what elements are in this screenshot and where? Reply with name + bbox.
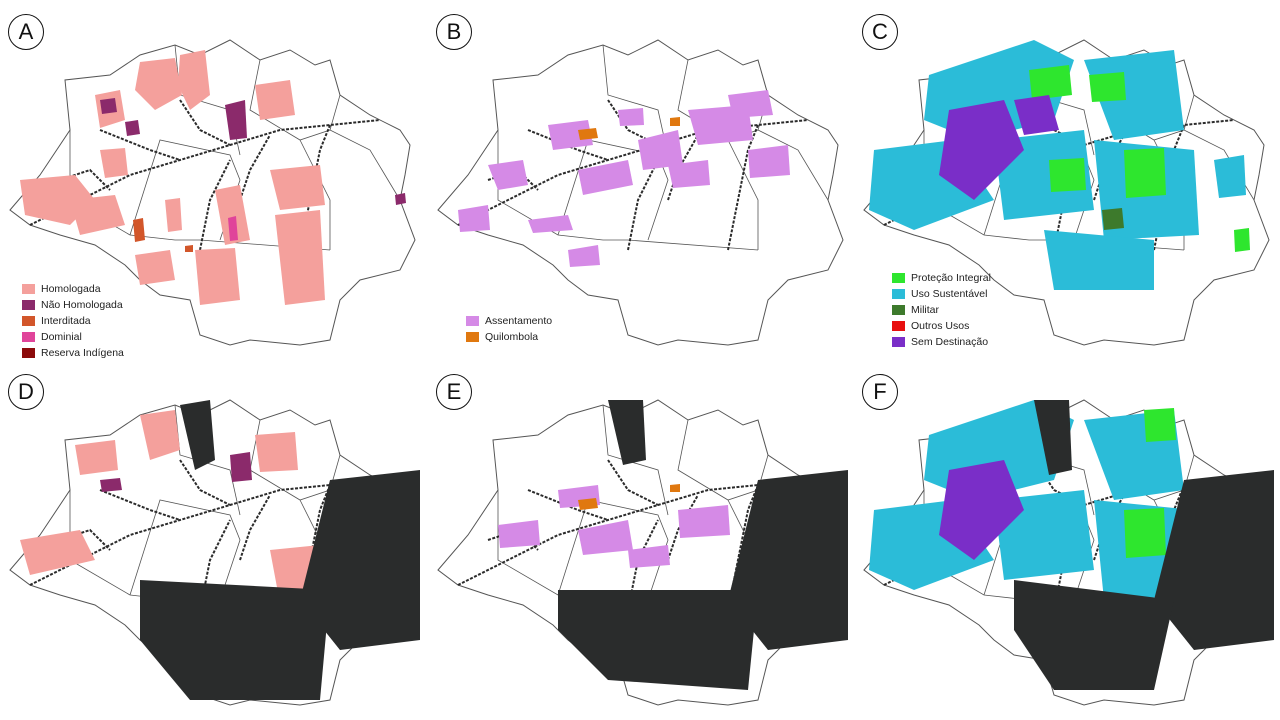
legend-label: Não Homologada — [41, 299, 123, 311]
legend-label: Quilombola — [485, 331, 539, 343]
legend-item: Assentamento — [466, 313, 552, 329]
legend-label: Militar — [911, 304, 939, 316]
legend-swatch — [892, 305, 905, 315]
panel-f-conservation-units-deforestation: F — [854, 360, 1280, 720]
legend-item: Reserva Indígena — [22, 345, 124, 361]
river — [607, 459, 659, 506]
river — [239, 134, 271, 201]
state-border — [299, 139, 331, 250]
panel-letter-c: C — [862, 14, 898, 50]
state-border — [727, 139, 759, 250]
river — [527, 489, 609, 521]
legend-item: Interditada — [22, 313, 124, 329]
legend-item: Uso Sustentável — [892, 286, 991, 302]
legend-label: Dominial — [41, 331, 82, 343]
river — [199, 519, 231, 611]
legend-swatch — [892, 289, 905, 299]
river — [727, 124, 759, 251]
panel-letter-d: D — [8, 374, 44, 410]
legend-item: Não Homologada — [22, 297, 124, 313]
legend-swatch — [22, 348, 35, 358]
amazon-base-map — [437, 39, 844, 346]
legend-label: Homologada — [41, 283, 101, 295]
legend-swatch — [22, 284, 35, 294]
legend-a: Homologada Não Homologada Interditada Do… — [22, 281, 124, 361]
legend-label: Uso Sustentável — [911, 288, 988, 300]
panel-c-conservation-units: C Proteção Integral Uso Sustentável Mili… — [854, 0, 1280, 360]
river — [179, 459, 231, 506]
state-border — [329, 129, 401, 201]
legend-b: Assentamento Quilombola — [466, 313, 552, 345]
amazon-outline — [9, 39, 416, 346]
legend-c: Proteção Integral Uso Sustentável Milita… — [892, 270, 991, 350]
legend-swatch — [466, 316, 479, 326]
panel-letter-a: A — [8, 14, 44, 50]
legend-item: Militar — [892, 302, 991, 318]
amazon-outline — [437, 39, 844, 346]
river — [607, 99, 659, 146]
legend-swatch — [892, 337, 905, 347]
state-border — [602, 44, 669, 156]
river — [527, 129, 609, 161]
map-conservation-units-deforestation — [863, 399, 1274, 706]
map-settlements — [437, 39, 844, 346]
panel-letter-e: E — [436, 374, 472, 410]
panel-a-indigenous-lands: A Homologada Não Homologada Interditada … — [0, 0, 426, 360]
panel-letter-f: F — [862, 374, 898, 410]
legend-label: Reserva Indígena — [41, 347, 124, 359]
legend-label: Sem Destinação — [911, 336, 989, 348]
legend-item: Homologada — [22, 281, 124, 297]
state-border — [129, 499, 241, 601]
panel-e-settlements-deforestation: E — [428, 360, 854, 720]
river — [179, 99, 231, 146]
legend-swatch — [22, 332, 35, 342]
river — [239, 494, 271, 561]
legend-swatch — [22, 316, 35, 326]
river — [627, 159, 659, 251]
map-conservation-units — [863, 39, 1270, 346]
panel-letter-b: B — [436, 14, 472, 50]
legend-label: Assentamento — [485, 315, 553, 327]
map-indigenous-lands-deforestation — [9, 399, 420, 706]
river — [457, 479, 809, 586]
river — [99, 129, 181, 161]
legend-item: Proteção Integral — [892, 270, 991, 286]
state-border — [757, 129, 829, 201]
legend-label: Interditada — [41, 315, 91, 327]
legend-label: Proteção Integral — [911, 272, 991, 284]
panel-d-indigenous-lands-deforestation: D — [0, 360, 426, 720]
legend-item: Sem Destinação — [892, 334, 991, 350]
legend-swatch — [892, 321, 905, 331]
legend-item: Quilombola — [466, 329, 552, 345]
legend-swatch — [22, 300, 35, 310]
panel-b-settlements: B Assentamento Quilombola — [428, 0, 854, 360]
map-indigenous-lands — [9, 39, 416, 346]
legend-item: Dominial — [22, 329, 124, 345]
legend-label: Outros Usos — [911, 320, 970, 332]
legend-item: Outros Usos — [892, 318, 991, 334]
river — [667, 494, 699, 561]
river — [1033, 459, 1085, 506]
river — [99, 489, 181, 521]
river — [457, 119, 809, 226]
legend-swatch — [466, 332, 479, 342]
river — [199, 159, 231, 251]
map-settlements-deforestation — [437, 399, 848, 706]
legend-swatch — [892, 273, 905, 283]
